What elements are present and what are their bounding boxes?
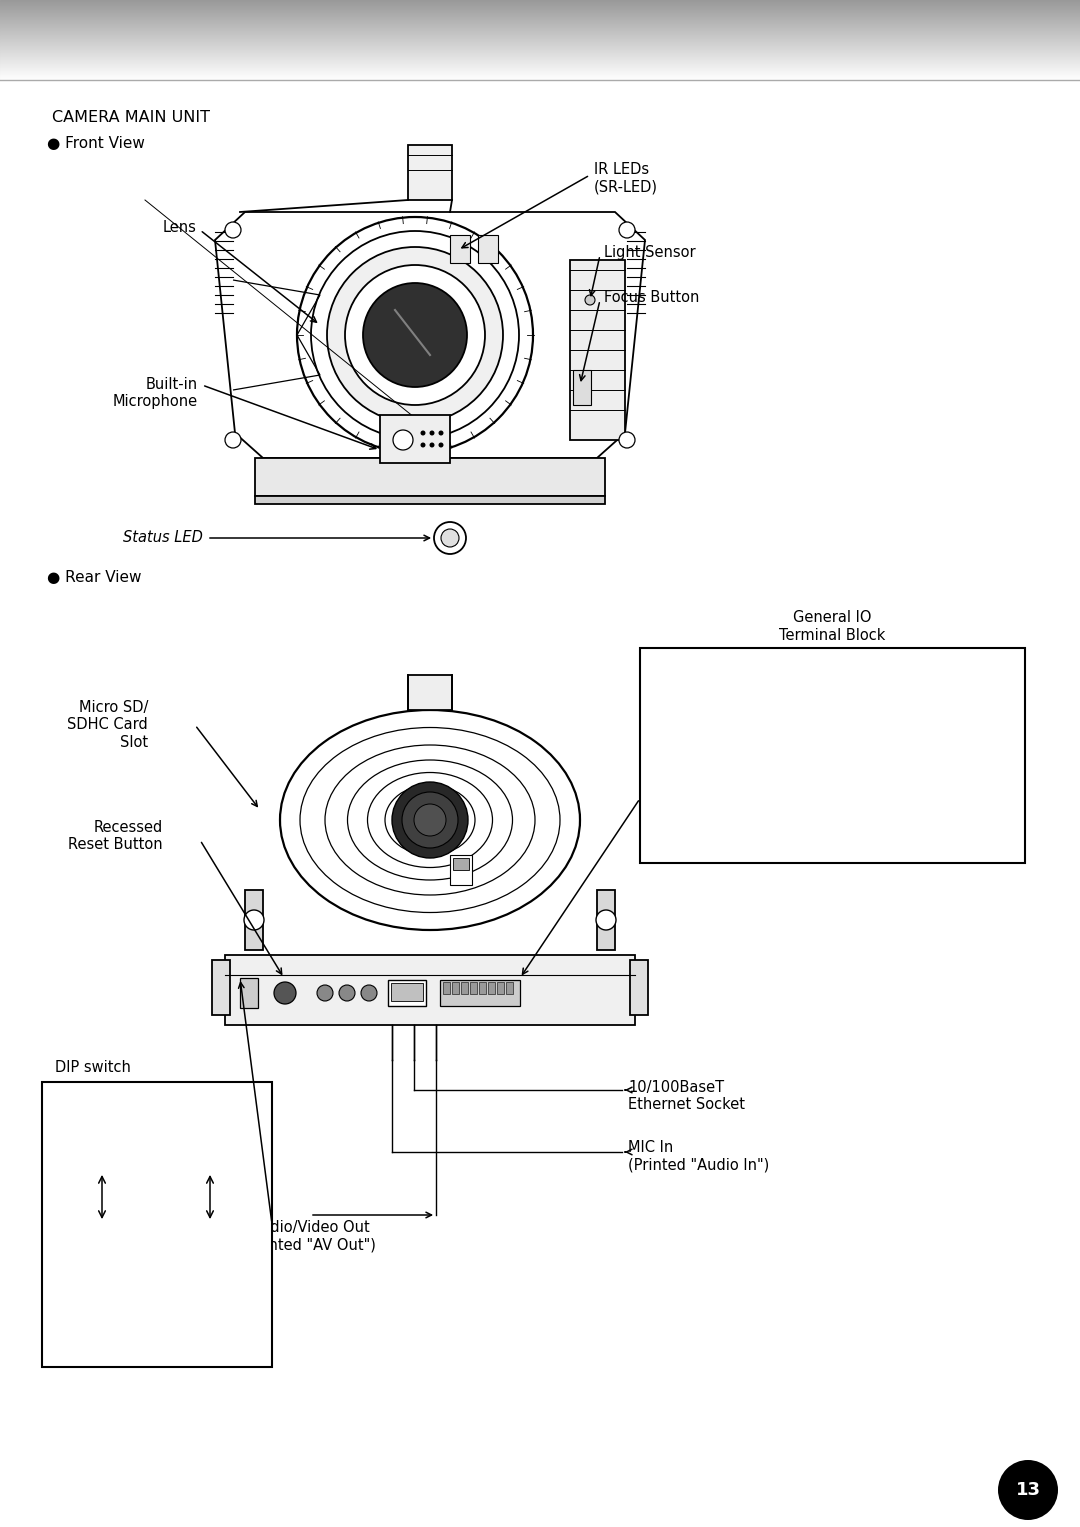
Bar [478,235,498,263]
Bar [470,982,477,994]
Bar [391,983,423,1002]
Text: Terminal Block: Terminal Block [780,628,886,643]
Bar [255,458,605,496]
Text: Status LED: Status LED [123,530,203,545]
Circle shape [434,522,465,554]
Bar [488,982,495,994]
Text: external: external [75,1235,130,1248]
Bar [240,977,258,1008]
Circle shape [244,910,264,930]
Bar [408,675,453,710]
Bar [461,982,468,994]
Circle shape [393,431,413,450]
Text: DIP switch: DIP switch [55,1060,131,1075]
Circle shape [345,266,485,405]
Bar [42,1083,272,1367]
Bar [212,960,230,1015]
Circle shape [225,221,241,238]
Circle shape [361,985,377,1002]
Text: Built-in
Microphone: Built-in Microphone [113,377,198,409]
Bar [480,982,486,994]
Circle shape [318,985,333,1002]
Text: Recessed
Reset Button: Recessed Reset Button [68,820,163,852]
Ellipse shape [280,710,580,930]
Bar [255,496,605,504]
Bar [408,145,453,200]
Bar [443,982,450,994]
Text: IR LEDs
(SR-LED): IR LEDs (SR-LED) [594,162,658,194]
Circle shape [619,432,635,447]
Text: Audio/Video Out
(Printed "AV Out"): Audio/Video Out (Printed "AV Out") [244,1220,376,1252]
Circle shape [430,443,434,447]
Bar [450,235,470,263]
Text: PAL
50Hz: PAL 50Hz [193,1225,227,1254]
Circle shape [438,431,444,435]
Bar [453,858,469,870]
Bar [245,890,264,950]
Circle shape [392,782,468,858]
Circle shape [596,910,616,930]
Bar [453,982,459,994]
Bar [380,415,450,463]
Bar [225,954,635,1025]
Text: 1: 1 [98,1330,106,1344]
Bar [640,647,1025,863]
Text: Microphone: Microphone [63,1092,140,1106]
Circle shape [619,221,635,238]
Text: ● Rear View: ● Rear View [48,570,141,585]
Text: General IO: General IO [793,609,872,625]
Text: 10/100BaseT
Ethernet Socket: 10/100BaseT Ethernet Socket [627,1080,745,1112]
Bar [573,370,591,405]
Text: Video Output: Video Output [166,1092,254,1106]
Circle shape [438,443,444,447]
Text: MIC In
(Printed "Audio In"): MIC In (Printed "Audio In") [627,1141,769,1173]
Text: Micro SD/
SDHC Card
Slot: Micro SD/ SDHC Card Slot [67,699,148,750]
Circle shape [585,295,595,305]
Circle shape [430,431,434,435]
Circle shape [402,793,458,847]
Circle shape [274,982,296,1003]
Circle shape [339,985,355,1002]
Circle shape [363,282,467,386]
Bar [570,260,625,440]
Circle shape [311,231,519,438]
Text: Lens: Lens [163,220,197,235]
Bar [597,890,615,950]
Text: NTSC
60Hz: NTSC 60Hz [192,1118,228,1145]
Bar [388,980,426,1006]
Text: 13: 13 [1015,1481,1040,1500]
Circle shape [420,443,426,447]
Bar [630,960,648,1015]
Circle shape [327,247,503,423]
Circle shape [414,805,446,835]
Bar [507,982,513,994]
Polygon shape [215,212,645,458]
Text: Light Sensor: Light Sensor [604,244,696,260]
Bar [497,982,504,994]
Circle shape [441,528,459,547]
Text: Focus Button: Focus Button [604,290,700,304]
Text: internal: internal [77,1127,127,1141]
Text: 2: 2 [206,1330,214,1344]
Bar [450,855,472,886]
Text: 1. GND
2. Power input (DC 12V)
3. Power input (AC 24V)
4. Power input (AC 24V)
5: 1. GND 2. Power input (DC 12V) 3. Power … [652,658,819,820]
Circle shape [420,431,426,435]
Circle shape [225,432,241,447]
Text: ● Front View: ● Front View [48,136,145,151]
Circle shape [998,1460,1058,1519]
Bar [440,980,519,1006]
Circle shape [297,217,534,454]
Text: CAMERA MAIN UNIT: CAMERA MAIN UNIT [52,110,210,125]
